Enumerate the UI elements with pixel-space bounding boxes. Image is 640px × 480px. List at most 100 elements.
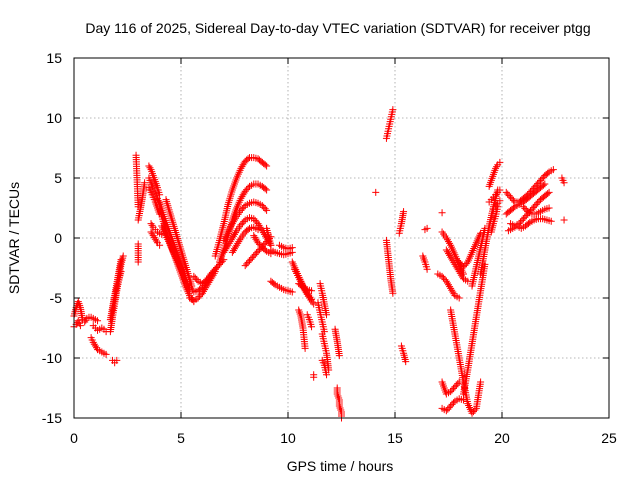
- data-point: [238, 205, 246, 213]
- data-point: [227, 236, 235, 244]
- data-point: [237, 164, 245, 172]
- x-tick-label: 25: [601, 430, 617, 446]
- data-point: [225, 239, 233, 247]
- data-point: [323, 311, 331, 319]
- data-point: [238, 163, 246, 171]
- data-point: [438, 209, 446, 217]
- data-point: [207, 270, 215, 278]
- data-point: [446, 251, 454, 259]
- data-point: [549, 166, 557, 174]
- data-point: [519, 203, 527, 211]
- data-point: [149, 232, 157, 240]
- data-point: [539, 181, 547, 189]
- data-point: [236, 236, 244, 244]
- data-point: [302, 287, 310, 295]
- data-point: [232, 243, 240, 251]
- data-point: [243, 260, 251, 268]
- data-point: [508, 195, 516, 203]
- data-point: [462, 260, 470, 268]
- data-point: [238, 219, 246, 227]
- data-point: [152, 237, 160, 245]
- data-point: [244, 155, 252, 163]
- data-point: [560, 179, 568, 187]
- data-point: [449, 288, 457, 296]
- data-point: [544, 190, 552, 198]
- data-point: [254, 239, 262, 247]
- data-point: [213, 264, 221, 272]
- data-point: [238, 193, 246, 201]
- data-point: [237, 194, 245, 202]
- data-point: [496, 186, 504, 194]
- data-point: [445, 238, 452, 246]
- data-point: [452, 381, 460, 389]
- data-point: [544, 169, 552, 177]
- data-point: [522, 206, 530, 214]
- data-point: [196, 292, 204, 300]
- data-point: [445, 404, 453, 412]
- data-point: [226, 238, 234, 246]
- y-tick-label: -5: [50, 290, 63, 306]
- data-point: [82, 316, 90, 324]
- data-point: [454, 380, 462, 388]
- data-point: [521, 204, 529, 212]
- data-point: [458, 273, 466, 281]
- y-tick-label: 10: [46, 110, 62, 126]
- data-point: [537, 176, 545, 184]
- data-point: [545, 188, 553, 196]
- data-point: [117, 256, 125, 264]
- data-point: [141, 179, 149, 187]
- data-point: [448, 400, 456, 408]
- data-point: [244, 258, 252, 266]
- data-point: [251, 233, 259, 241]
- data-point: [214, 262, 222, 270]
- data-point: [310, 300, 318, 308]
- data-point: [193, 276, 201, 284]
- data-point: [288, 244, 296, 252]
- data-point: [469, 408, 477, 416]
- data-point: [532, 181, 540, 189]
- data-point: [258, 202, 266, 210]
- data-point: [90, 340, 98, 348]
- data-point: [448, 286, 456, 294]
- data-point: [521, 213, 529, 221]
- data-point: [247, 255, 255, 263]
- data-point: [310, 373, 318, 381]
- data-series-sdtvar: [70, 106, 568, 422]
- data-point: [243, 186, 251, 194]
- data-point: [113, 356, 121, 364]
- data-point: [145, 162, 153, 170]
- data-point: [545, 204, 553, 212]
- data-point: [197, 284, 205, 292]
- data-point: [524, 220, 532, 228]
- x-tick-label: 0: [70, 430, 78, 446]
- data-point: [335, 352, 343, 360]
- data-point: [228, 220, 236, 228]
- data-point: [237, 221, 245, 229]
- data-point: [239, 191, 247, 199]
- data-point: [260, 203, 268, 211]
- data-point: [134, 258, 142, 266]
- data-point: [547, 217, 555, 225]
- data-point: [423, 224, 431, 232]
- data-point: [231, 230, 238, 238]
- data-point: [147, 220, 155, 228]
- data-point: [443, 248, 451, 256]
- data-point: [448, 386, 456, 394]
- data-point: [229, 232, 237, 240]
- data-point: [492, 164, 500, 172]
- data-point: [234, 239, 242, 247]
- data-point: [468, 409, 476, 417]
- data-point: [504, 190, 512, 198]
- data-point: [248, 254, 256, 262]
- data-point: [447, 284, 455, 292]
- data-point: [201, 277, 209, 285]
- data-point: [459, 263, 467, 271]
- data-point: [448, 255, 456, 263]
- data-point: [445, 250, 452, 258]
- data-point: [254, 226, 262, 234]
- data-point: [89, 338, 97, 346]
- data-point: [263, 206, 271, 214]
- data-point: [449, 399, 457, 407]
- data-point: [190, 272, 198, 280]
- data-point: [156, 191, 164, 199]
